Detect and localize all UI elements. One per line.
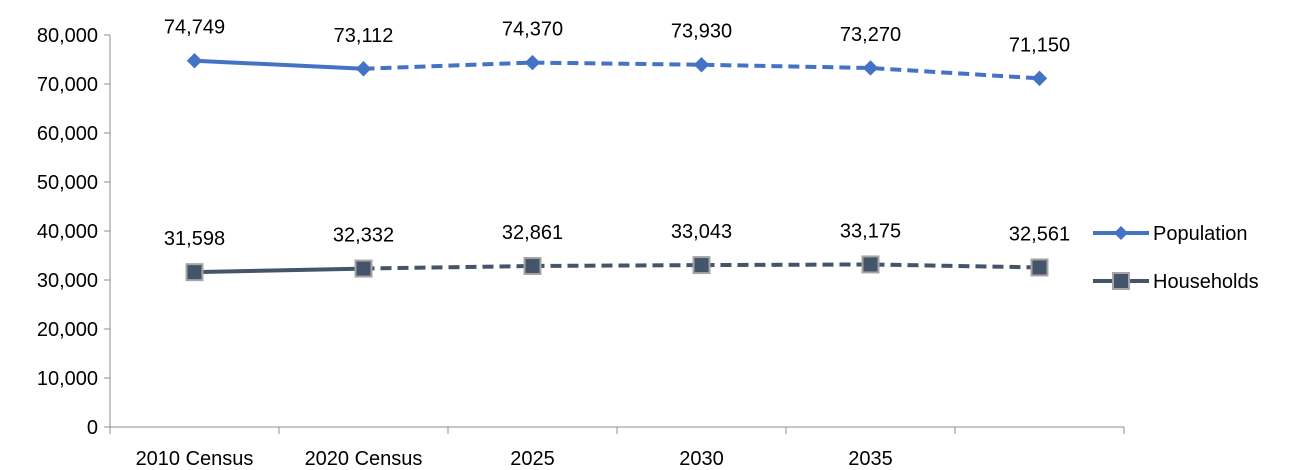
x-tick-label: 2030 — [679, 448, 724, 470]
y-tick-label: 30,000 — [37, 270, 98, 292]
households-data-label: 33,175 — [840, 220, 901, 242]
population-data-label: 74,749 — [164, 17, 225, 39]
population-point — [524, 54, 541, 71]
data-labels: 74,749 73,112 74,370 73,930 73,270 71,150 31,5… — [164, 17, 1070, 250]
y-tick-label: 20,000 — [37, 319, 98, 341]
y-tick-label: 80,000 — [37, 25, 98, 47]
legend-marker-diamond — [1114, 226, 1128, 240]
legend-marker-square — [1112, 272, 1130, 290]
series-line-households-projected — [363, 262, 1040, 271]
x-tick-label: 2025 — [510, 448, 555, 470]
series-line-population-projected — [363, 60, 1040, 81]
x-axis-ticks: 2010 Census 2020 Census 2025 2030 2035 — [109, 427, 1125, 470]
y-tick-label: 60,000 — [37, 123, 98, 145]
population-data-label: 74,370 — [502, 19, 563, 41]
households-point — [861, 255, 880, 274]
households-data-label: 32,861 — [502, 222, 563, 244]
series-line-households-actual — [194, 266, 364, 275]
households-point — [523, 256, 542, 275]
population-point — [186, 53, 203, 69]
y-tick-label: 70,000 — [37, 74, 98, 96]
y-tick-label: 40,000 — [37, 221, 98, 243]
series-line-population-actual — [194, 58, 364, 71]
population-point — [1031, 70, 1048, 87]
y-tick-label: 50,000 — [37, 172, 98, 194]
x-tick-label: 2035 — [848, 448, 893, 470]
population-data-label: 71,150 — [1009, 34, 1070, 56]
y-tick-label: 10,000 — [37, 368, 98, 390]
y-tick-label: 0 — [87, 417, 98, 439]
households-data-label: 31,598 — [164, 228, 225, 250]
population-point — [693, 57, 710, 73]
x-tick-label: 2010 Census — [136, 448, 254, 470]
households-point — [692, 256, 711, 275]
y-axis-ticks: 0 10,000 20,000 30,000 40,000 50,000 60,000 70,… — [37, 25, 110, 439]
population-data-label: 73,930 — [671, 21, 732, 43]
legend-label-households: Households — [1153, 271, 1259, 293]
series-layer — [185, 53, 1049, 282]
legend-label-population: Population — [1153, 223, 1248, 245]
axes — [109, 35, 1124, 428]
population-data-label: 73,112 — [334, 25, 394, 47]
households-data-label: 33,043 — [671, 221, 732, 243]
population-point — [862, 60, 879, 76]
households-data-label: 32,561 — [1009, 223, 1070, 245]
households-data-label: 32,332 — [333, 225, 394, 247]
population-point — [355, 61, 372, 77]
households-point — [1030, 258, 1049, 277]
x-tick-label: 2020 Census — [305, 448, 423, 470]
legend: Population Households — [1093, 223, 1259, 293]
population-data-label: 73,270 — [840, 24, 901, 46]
households-point — [354, 259, 373, 278]
households-point — [185, 263, 204, 282]
